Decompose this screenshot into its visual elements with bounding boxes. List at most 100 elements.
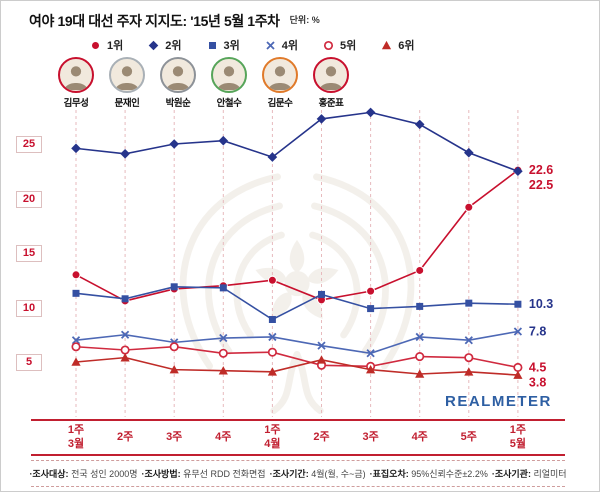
x-marker-icon [317,341,326,350]
circle-open-marker-icon [323,40,334,50]
footer-item: ·조사기간: 4월(월, 수~금) [269,469,366,479]
x-tick-label: 1주 3월 [67,424,85,450]
diamond-marker-icon [513,166,523,177]
candidate-name: 홍준표 [318,98,344,109]
diamond-marker-icon [120,149,130,159]
candidate-photo [58,57,94,93]
diamond-marker-icon [414,119,425,130]
footer-item: ·조사방법: 유무선 RDD 전화면접 [141,469,266,479]
candidate-name: 김무성 [63,98,89,109]
legend: 1위 2위 3위 4위 5위 6위 [89,37,415,53]
circle-open-marker-icon [218,348,228,358]
triangle-marker-icon [415,369,425,378]
end-value-label: 10.3 [529,297,553,311]
circle-open-marker-icon [120,345,130,355]
triangle-marker-icon [267,367,277,376]
x-marker-icon [268,332,277,342]
legend-rank-label: 2위 [165,40,182,52]
triangle-marker-icon [316,355,327,364]
legend-item: 1위 [89,37,123,53]
diamond-marker-icon [148,40,159,50]
square-marker-icon [72,289,80,297]
triangle-marker-icon [513,370,523,379]
circle-open-marker-icon [169,342,179,352]
series-line-5위 [75,345,519,369]
x-marker-icon [513,327,523,336]
x-tick-label: 4주 [411,430,428,443]
legend-rank-label: 6위 [398,40,415,52]
candidate-name: 안철수 [216,98,242,109]
diamond-marker-icon [169,139,179,149]
series-line-4위 [75,330,519,355]
person-icon [319,66,343,90]
candidate-name: 박원순 [165,98,191,109]
x-marker-icon [366,349,375,358]
diamond-marker-icon [71,143,81,154]
candidate: 김무성 [57,57,95,109]
triangle-marker-icon [218,366,228,375]
candidate: 문재인 [108,57,146,109]
square-marker-icon [465,299,473,307]
circle-filled-marker-icon [91,40,100,50]
x-marker-icon [415,332,424,342]
series-line-1위 [75,169,519,302]
footer-item: ·조사대상: 전국 성인 2000명 [29,469,138,479]
end-value-label: 3.8 [529,375,546,389]
page-title: 여야 19대 대선 주자 지지도: '15년 5월 1주차 [29,13,280,29]
triangle-marker-icon [71,357,81,366]
series-line-3위 [75,285,518,321]
circle-filled-marker-icon [91,40,100,50]
legend-rank-label: 1위 [107,40,124,52]
square-marker-icon [219,284,227,292]
x-marker-icon [120,330,130,339]
x-marker-icon [219,333,228,343]
square-marker-icon [121,295,129,303]
square-marker-icon [208,41,216,49]
circle-filled-marker-icon [71,270,81,280]
header: 여야 19대 대선 주자 지지도: '15년 5월 1주차 단위: % [29,11,320,31]
x-marker-icon [266,40,275,50]
diamond-marker-icon [148,40,159,50]
diamond-marker-icon [365,107,376,118]
candidate: 박원순 [159,57,197,109]
candidate-name: 김문수 [267,98,293,109]
legend-rank-label: 4위 [281,40,298,52]
candidate-photo [262,57,298,93]
diamond-marker-icon [316,114,327,124]
candidate: 김문수 [261,57,299,109]
circle-filled-marker-icon [366,286,376,296]
circle-filled-marker-icon [464,202,474,212]
circle-open-marker-icon [323,40,334,50]
end-value-label: 4.5 [529,360,546,374]
square-marker-icon [208,41,216,49]
x-tick-label: 2주 [313,430,330,443]
person-icon [166,66,190,90]
person-icon [115,66,139,90]
diamond-marker-icon [464,147,474,158]
legend-item: 6위 [380,37,415,53]
triangle-marker-icon [169,365,179,374]
legend-rank-label: 5위 [340,40,357,52]
footer-item: ·조사기관: 리얼미터 [491,469,567,479]
series-line-6위 [75,356,518,376]
x-tick-label: 1주 4월 [264,424,281,450]
unit-label: 단위: % [289,15,320,25]
x-tick-label: 3주 [362,430,379,443]
x-tick-label: 3주 [166,430,183,443]
footer-item: ·표집오차: 95%신뢰수준±2.2% [369,469,488,479]
square-marker-icon [170,283,178,291]
x-axis-band: 1주 3월 2주 3주 4주 1주 4월 2주 3주 4주 5주 1주 5월 [31,419,565,456]
x-tick-label: 4주 [215,430,232,443]
candidate-row: 김무성 문재인 박원순 안철수 [57,57,350,109]
square-marker-icon [514,300,522,308]
person-icon [268,66,292,90]
circle-filled-marker-icon [415,265,425,275]
x-tick-label: 1주 5월 [509,424,527,450]
candidate-name: 문재인 [114,98,140,109]
candidate-photo [313,57,349,93]
circle-filled-marker-icon [267,275,277,285]
methodology-footer: ·조사대상: 전국 성인 2000명 ·조사방법: 유무선 RDD 전화면접 ·조사… [29,460,567,487]
candidate-photo [211,57,247,93]
circle-open-marker-icon [415,352,425,362]
